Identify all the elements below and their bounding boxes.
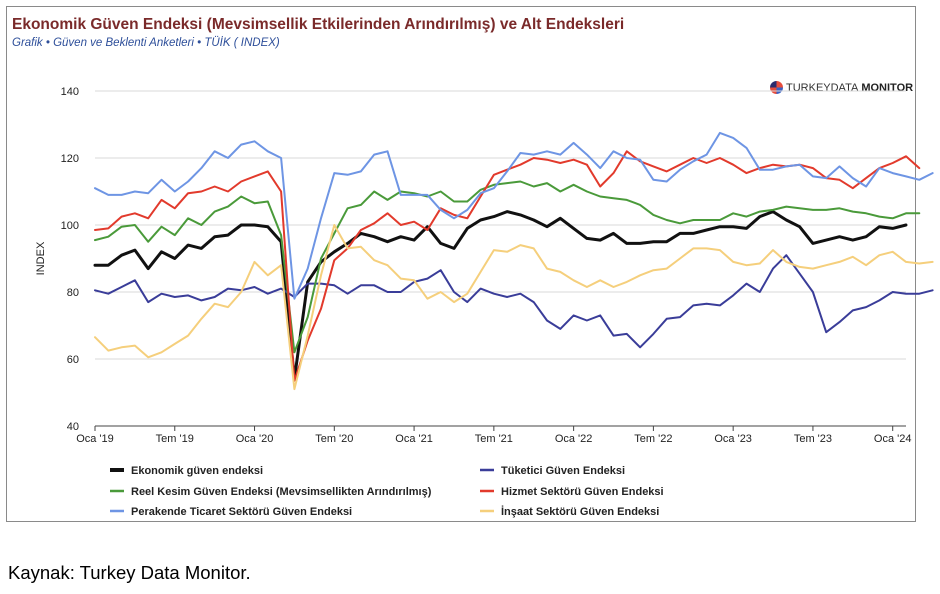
x-tick-label: Tem '20 [315,433,353,445]
legend[interactable]: Ekonomik güven endeksi Tüketici Güven End… [110,465,664,518]
y-tick-label: 40 [67,421,79,433]
x-tick-label: Oca '21 [395,433,433,445]
x-tick-label: Oca '23 [714,433,752,445]
legend-label-0[interactable]: Ekonomik güven endeksi [131,465,263,477]
x-tick-label: Oca '19 [76,433,114,445]
legend-label-2[interactable]: Reel Kesim Güven Endeksi (Mevsimsellikte… [131,486,432,498]
series-line-0[interactable] [93,210,908,381]
x-tick-label: Tem '22 [634,433,672,445]
chart-title: Ekonomik Güven Endeksi (Mevsimsellik Etk… [12,16,625,33]
series-line-4[interactable] [94,131,934,300]
x-tick-label: Tem '23 [794,433,832,445]
x-tick-label: Tem '21 [475,433,513,445]
chart-panel [6,6,916,522]
legend-label-5[interactable]: İnşaat Sektörü Güven Endeksi [501,505,659,518]
legend-label-3[interactable]: Hizmet Sektörü Güven Endeksi [501,486,664,498]
x-tick-label: Oca '24 [874,433,912,445]
legend-label-1[interactable]: Tüketici Güven Endeksi [501,465,625,477]
y-tick-label: 60 [67,354,79,366]
y-tick-label: 120 [61,153,79,165]
axes: 40 60 80 100 120 140 INDEX Oca '19 Tem '19 Oca '2… [35,86,911,445]
grid-lines [95,90,906,427]
chart-subtitle: Grafik • Güven ve Beklenti Anketleri • T… [12,37,280,49]
x-tick-label: Tem '19 [156,433,194,445]
x-tick-label: Oca '20 [236,433,274,445]
legend-label-4[interactable]: Perakende Ticaret Sektörü Güven Endeksi [131,506,352,518]
series-line-2[interactable] [94,180,921,354]
y-tick-label: 100 [61,220,79,232]
series-lines [93,131,934,391]
series-line-5[interactable] [94,224,934,391]
series-line-1[interactable] [94,254,934,349]
y-tick-label: 80 [67,287,79,299]
source-caption: Kaynak: Turkey Data Monitor. [8,562,251,583]
y-tick-label: 140 [61,86,79,98]
x-tick-label: Oca '22 [555,433,593,445]
y-axis-label: INDEX [35,241,47,275]
